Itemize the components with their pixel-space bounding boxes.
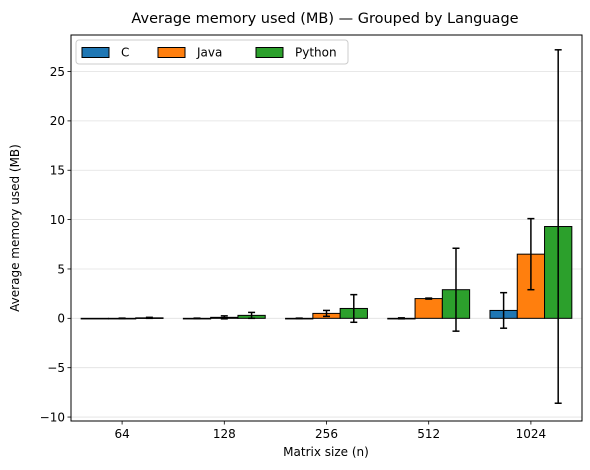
y-tick-label: −10 <box>40 410 65 424</box>
bar-java-512 <box>414 298 443 319</box>
error-bars-layer <box>118 49 562 404</box>
x-axis: 64 128 256 512 1024 <box>114 421 546 441</box>
y-tick-label: −5 <box>47 361 65 375</box>
legend-swatch-python <box>255 47 284 58</box>
bar-c-64 <box>80 317 109 320</box>
chart-title: Average memory used (MB) — Grouped by La… <box>131 11 518 27</box>
y-tick-label: 15 <box>50 164 65 178</box>
y-tick-label: 20 <box>50 114 65 128</box>
y-tick-label: 0 <box>57 312 65 326</box>
legend-swatch-java <box>157 47 186 58</box>
legend-label-python: Python <box>295 46 337 60</box>
legend-label-java: Java <box>196 46 222 60</box>
y-tick-label: 25 <box>50 65 65 79</box>
x-tick-label: 256 <box>315 427 338 441</box>
legend-label-c: C <box>121 46 129 60</box>
x-tick-label: 128 <box>213 427 236 441</box>
x-axis-label: Matrix size (n) <box>283 445 369 459</box>
grid-layer <box>71 71 582 418</box>
x-tick-label: 512 <box>417 427 440 441</box>
y-axis: −10 −5 0 5 10 15 20 25 <box>40 65 71 424</box>
legend-swatch-c <box>81 47 110 58</box>
plot-frame <box>70 34 583 422</box>
x-tick-label: 64 <box>114 427 129 441</box>
legend: C Java Python <box>75 39 349 65</box>
y-tick-label: 5 <box>57 262 65 276</box>
y-axis-label: Average memory used (MB) <box>8 144 22 312</box>
x-tick-label: 1024 <box>516 427 547 441</box>
y-tick-label: 10 <box>50 213 65 227</box>
bars-layer <box>80 226 573 320</box>
